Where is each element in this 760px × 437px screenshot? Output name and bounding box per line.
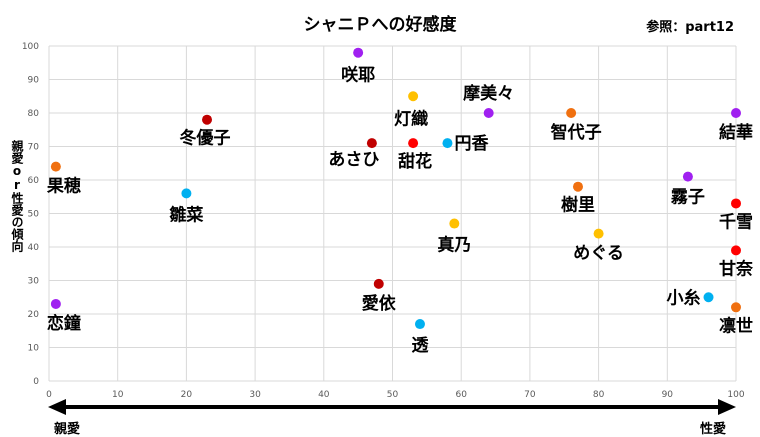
x-tick-label: 100 [727,390,744,400]
x-tick-label: 80 [593,390,605,400]
point-marker [731,108,741,118]
point-marker [572,181,583,192]
point-label: 樹里 [561,195,595,216]
y-tick-label: 10 [28,344,40,354]
point-marker [50,298,61,309]
point-marker [181,188,192,199]
chart-title: シャニＰへの好感度 [303,15,457,35]
point-label: 恋鐘 [47,313,81,334]
point-marker [703,292,714,303]
point-label: 果穂 [47,176,81,197]
point-marker [593,228,604,239]
point-label: 雛菜 [169,204,204,225]
arrow-left-label: 親愛 [54,422,81,437]
y-tick-label: 30 [28,277,40,287]
point-label: めぐる [573,244,624,264]
point-marker [353,47,364,58]
point-label: 小糸 [667,287,701,308]
y-axis-label: 親愛or性愛の傾向 [10,140,24,252]
y-tick-label: 80 [28,109,40,119]
point-label: 甘奈 [719,258,754,279]
point-marker [202,114,213,125]
point-marker [731,198,741,209]
point-marker [566,108,577,118]
x-tick-label: 70 [524,390,536,400]
point-marker [408,91,419,102]
point-label: 真乃 [437,235,471,256]
point-label: 冬優子 [180,128,231,149]
y-tick-label: 60 [28,176,40,186]
x-tick-label: 30 [249,390,261,400]
y-tick-label: 20 [28,310,40,320]
arrow-right-label: 性愛 [700,422,727,437]
point-label: あさひ [328,150,379,170]
point-marker [414,319,425,330]
x-tick-label: 10 [112,390,124,400]
point-label: 千雪 [719,212,753,232]
point-marker [731,302,741,313]
y-tick-label: 100 [22,42,39,52]
point-label: 凛世 [719,315,753,336]
y-tick-label: 90 [28,76,40,86]
point-marker [366,138,377,149]
x-tick-label: 20 [181,390,193,400]
y-tick-label: 40 [28,243,40,253]
point-marker [373,278,384,289]
point-label: 透 [411,335,429,356]
arrow-head-right [718,399,736,415]
point-label: 甜花 [398,151,432,172]
point-label: 摩美々 [463,83,514,104]
x-tick-label: 0 [46,390,52,400]
point-marker [442,138,453,149]
reference-note: 参照：part12 [646,20,734,35]
point-marker [682,171,693,182]
y-tick-label: 50 [28,210,40,220]
point-marker [483,108,494,118]
point-label: 結華 [719,122,753,143]
y-tick-label: 0 [33,377,39,387]
x-tick-label: 40 [318,390,330,400]
point-label: 円香 [454,134,488,154]
point-label: 灯織 [394,108,428,129]
point-marker [50,161,61,172]
x-tick-label: 60 [455,390,467,400]
arrow-head-left [48,399,66,415]
point-marker [449,218,460,229]
point-label: 咲耶 [341,65,375,86]
point-marker [731,245,741,256]
x-tick-label: 90 [662,390,674,400]
point-label: 霧子 [671,187,705,208]
y-tick-label: 70 [28,143,40,153]
point-label: 智代子 [551,122,602,143]
x-tick-label: 50 [387,390,399,400]
point-label: 愛依 [362,293,397,314]
point-marker [408,138,419,149]
